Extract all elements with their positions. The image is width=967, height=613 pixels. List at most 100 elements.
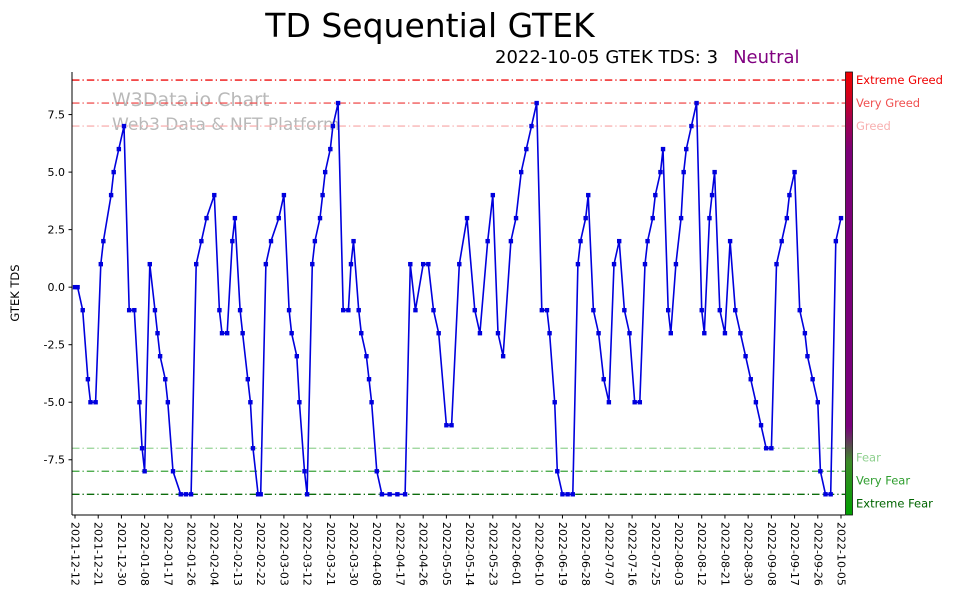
data-point-marker — [330, 123, 336, 129]
data-point-marker — [276, 215, 281, 221]
data-point-marker — [188, 492, 194, 497]
data-point-marker — [121, 123, 127, 129]
x-tick-label: 2022-08-12 — [695, 522, 708, 586]
data-point-marker — [784, 215, 790, 221]
data-point-marker — [660, 146, 666, 152]
data-point-marker — [72, 284, 78, 290]
ref-label-very-greed: Very Greed — [856, 96, 920, 110]
data-point-marker — [575, 261, 581, 267]
watermark-line2: Web3 Data & NFT Platform — [112, 114, 340, 135]
data-point-marker — [518, 169, 524, 175]
x-tick-label: 2022-03-12 — [301, 522, 314, 586]
data-point-marker — [805, 354, 810, 359]
sentiment-colorbar — [845, 71, 853, 516]
data-point-marker — [838, 215, 844, 221]
subtitle-tds-value: 2022-10-05 GTEK TDS: 3 — [495, 47, 719, 68]
data-point-marker — [116, 146, 122, 152]
data-point-marker — [601, 377, 606, 382]
data-point-marker — [289, 330, 294, 336]
x-tick-label: 2022-04-08 — [370, 522, 383, 586]
tds-line — [75, 102, 842, 496]
x-tick-label: 2022-01-17 — [161, 522, 174, 586]
y-tick-label: -5.0 — [44, 396, 65, 409]
data-point-marker — [490, 192, 496, 198]
data-point-marker — [413, 307, 418, 313]
data-point-marker — [217, 307, 222, 313]
data-point-marker — [108, 192, 114, 198]
data-point-marker — [529, 123, 534, 129]
y-tick-label: 5.0 — [48, 166, 66, 179]
data-point-marker — [787, 192, 792, 198]
data-point-marker — [627, 330, 632, 336]
data-point-marker — [702, 330, 707, 336]
data-point-marker — [578, 238, 583, 244]
data-point-marker — [366, 377, 372, 382]
data-point-marker — [80, 307, 85, 313]
data-point-marker — [232, 215, 238, 221]
data-point-marker — [823, 492, 828, 497]
data-point-marker — [681, 169, 686, 175]
chart-title: TD Sequential GTEK — [265, 6, 595, 45]
data-point-marker — [155, 330, 160, 336]
x-tick-label: 2022-01-08 — [138, 522, 151, 586]
data-point-marker — [722, 330, 728, 336]
data-point-marker — [547, 330, 552, 336]
data-point-marker — [684, 146, 689, 152]
data-point-marker — [611, 261, 617, 267]
data-point-marker — [645, 238, 650, 244]
data-point-marker — [668, 330, 673, 336]
data-point-marker — [312, 238, 318, 244]
data-point-marker — [85, 377, 91, 382]
data-point-marker — [341, 307, 346, 313]
x-tick-label: 2022-04-17 — [393, 522, 406, 586]
data-point-marker — [88, 400, 93, 405]
data-point-marker — [738, 330, 743, 336]
data-point-marker — [379, 492, 385, 497]
data-point-marker — [286, 307, 292, 313]
data-point-marker — [818, 469, 823, 474]
data-point-marker — [294, 354, 300, 359]
data-point-marker — [263, 261, 269, 267]
data-point-marker — [346, 307, 351, 313]
data-point-marker — [774, 261, 779, 267]
data-point-marker — [137, 400, 142, 405]
data-point-marker — [304, 492, 310, 497]
data-point-marker — [717, 307, 722, 313]
data-point-marker — [555, 469, 560, 474]
data-point-marker — [699, 307, 704, 313]
data-point-marker — [495, 330, 501, 336]
data-point-marker — [815, 400, 820, 405]
watermark: W3Data.io Chart Web3 Data & NFT Platform — [112, 88, 340, 137]
data-point-marker — [320, 192, 325, 198]
x-tick-label: 2022-02-04 — [208, 522, 221, 586]
x-tick-label: 2021-12-12 — [68, 522, 81, 586]
data-point-marker — [560, 492, 565, 497]
data-point-marker — [673, 261, 679, 267]
y-tick-label: -2.5 — [44, 339, 65, 352]
data-point-marker — [170, 469, 176, 474]
y-tick-label: 0.0 — [48, 281, 66, 294]
data-point-marker — [449, 423, 454, 428]
data-point-marker — [258, 492, 263, 497]
data-point-marker — [322, 169, 328, 175]
data-point-marker — [758, 423, 764, 428]
data-point-marker — [194, 261, 199, 267]
data-point-marker — [570, 492, 575, 497]
data-point-marker — [335, 100, 341, 106]
x-tick-label: 2022-09-17 — [788, 522, 801, 586]
data-point-marker — [142, 469, 147, 474]
data-point-marker — [101, 238, 106, 244]
x-tick-label: 2022-05-23 — [486, 522, 499, 586]
x-tick-label: 2022-05-05 — [440, 522, 453, 586]
data-point-marker — [689, 123, 694, 129]
data-point-marker — [727, 238, 733, 244]
x-tick-label: 2022-03-30 — [347, 522, 360, 586]
data-point-marker — [317, 215, 323, 221]
x-tick-label: 2022-07-07 — [602, 522, 615, 586]
data-point-marker — [436, 330, 441, 336]
data-point-marker — [748, 377, 753, 382]
data-point-marker — [769, 446, 774, 451]
chart-subtitle: 2022-10-05 GTEK TDS: 3 Neutral — [495, 47, 800, 68]
data-point-marker — [444, 423, 449, 428]
